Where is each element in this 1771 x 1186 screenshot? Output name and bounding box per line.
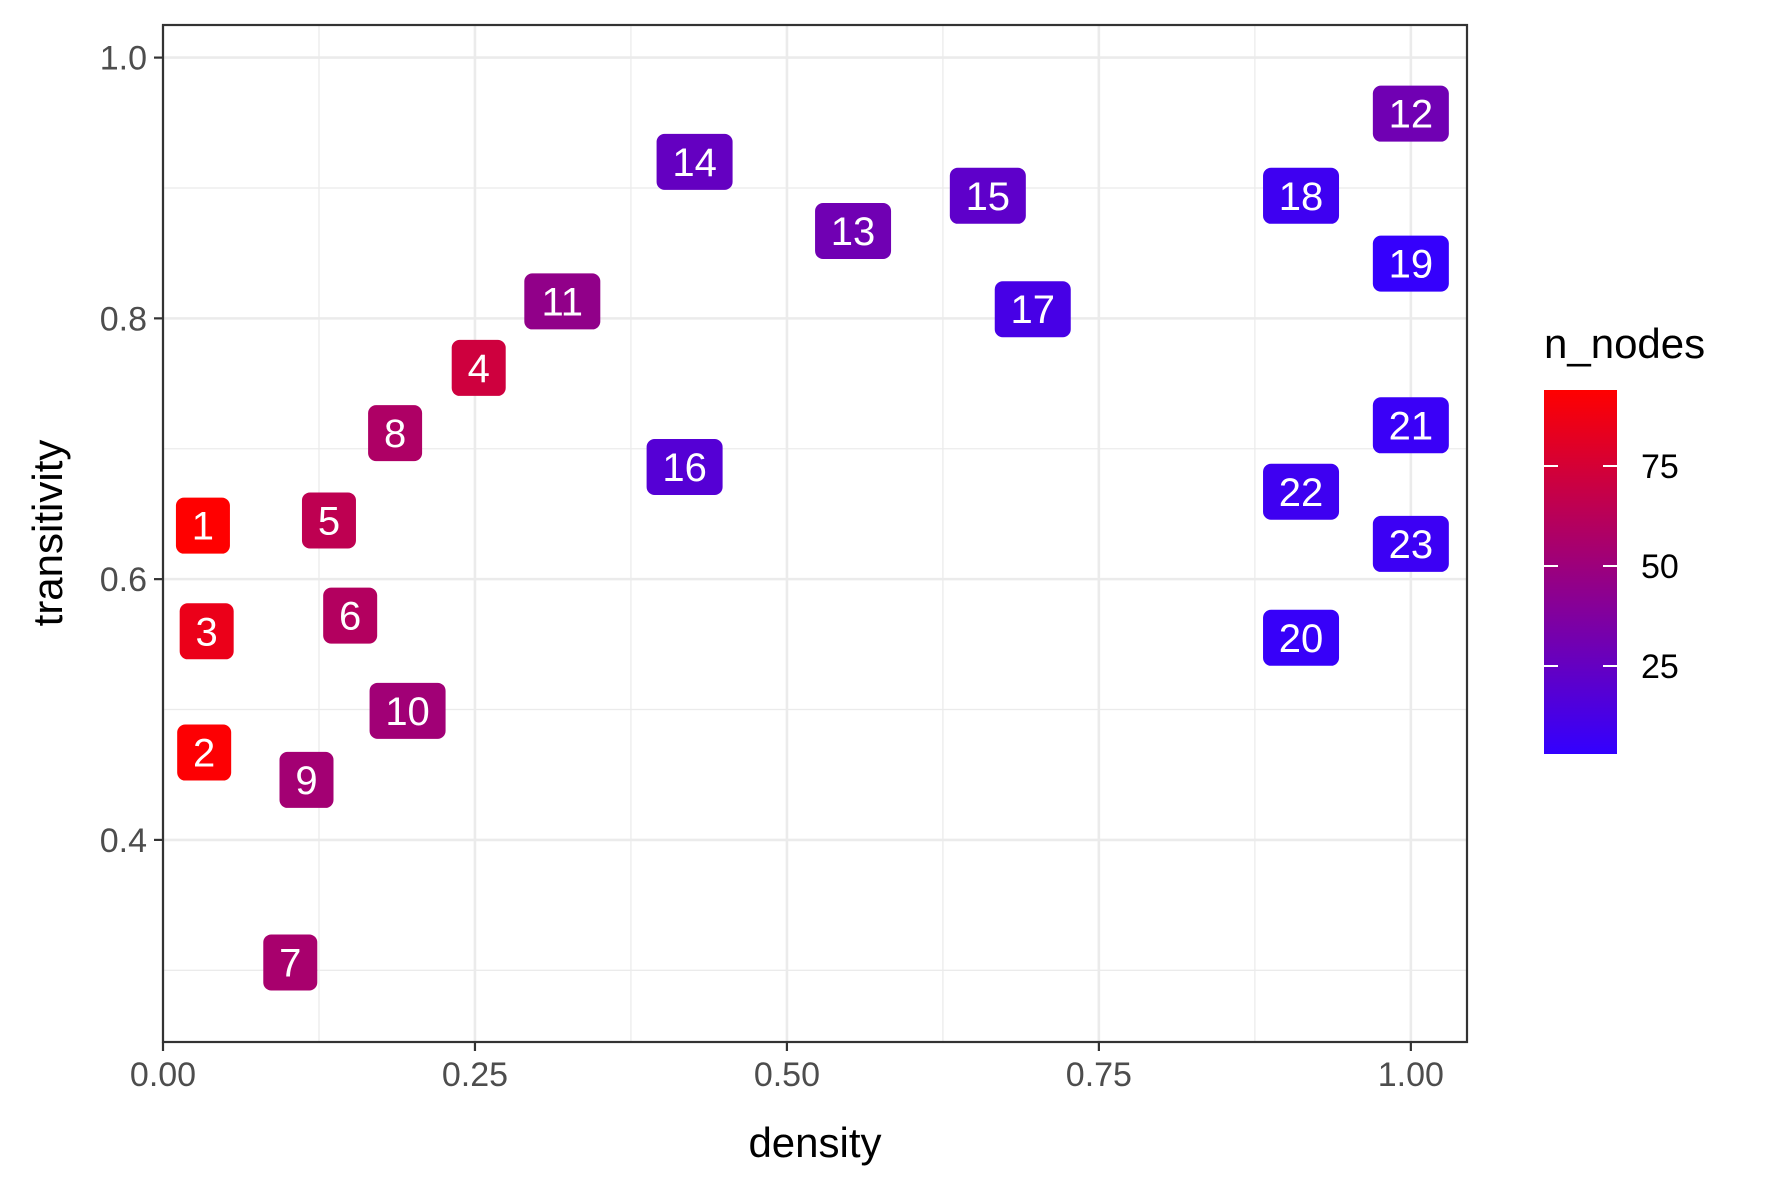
plot-panel-background — [163, 25, 1467, 1042]
data-point-box — [1263, 463, 1340, 520]
data-point: 3 — [179, 603, 234, 660]
data-point: 13 — [815, 203, 892, 260]
data-point-box — [994, 281, 1071, 338]
data-point-label: 7 — [279, 941, 301, 985]
data-point-box — [369, 682, 446, 739]
data-point-box — [1372, 397, 1449, 454]
data-point-box — [177, 724, 232, 781]
data-point-label: 9 — [295, 759, 317, 803]
data-point: 2 — [177, 724, 232, 781]
data-point: 1 — [175, 497, 230, 554]
data-point-label: 4 — [468, 347, 490, 391]
legend-colorbar — [1544, 390, 1617, 754]
x-tick-label: 0.25 — [442, 1056, 508, 1094]
data-point: 8 — [368, 405, 423, 462]
data-point-label: 1 — [192, 505, 214, 549]
plot-panel-border — [161, 23, 1469, 1044]
legend-tick-label: 50 — [1641, 548, 1679, 586]
data-point-box — [179, 603, 234, 660]
legend-tick-label: 25 — [1641, 648, 1679, 686]
data-point: 23 — [1372, 515, 1449, 572]
data-point-box — [524, 273, 601, 330]
y-tick-label: 0.4 — [100, 822, 147, 860]
data-point: 9 — [279, 751, 334, 808]
data-point-box — [1372, 85, 1449, 142]
data-point: 7 — [263, 934, 318, 991]
data-point: 15 — [949, 167, 1026, 224]
data-point: 19 — [1372, 235, 1449, 292]
data-point-box — [175, 497, 230, 554]
data-point-label: 22 — [1279, 471, 1324, 515]
data-point-label: 15 — [966, 175, 1011, 219]
data-point-box — [279, 751, 334, 808]
data-point-box — [1263, 609, 1340, 666]
data-point: 5 — [301, 492, 356, 549]
data-point-label: 21 — [1389, 404, 1434, 448]
y-tick-label: 0.8 — [100, 300, 147, 338]
data-point: 10 — [369, 682, 446, 739]
data-point-box — [1372, 235, 1449, 292]
axes: 0.00 0.25 0.50 0.75 1.00 0.4 0.6 0.8 1.0 — [100, 40, 1444, 1094]
data-point-label: 23 — [1389, 523, 1434, 567]
data-point-box — [451, 339, 506, 396]
data-point-label: 12 — [1389, 93, 1434, 137]
data-point-box — [301, 492, 356, 549]
legend-title: n_nodes — [1544, 320, 1705, 367]
data-point-label: 5 — [318, 499, 340, 543]
data-point-label: 2 — [193, 732, 215, 776]
data-point-label: 3 — [196, 610, 218, 654]
legend: n_nodes 25 50 75 — [1544, 320, 1705, 754]
legend-tick-label: 75 — [1641, 448, 1679, 486]
data-point: 6 — [323, 587, 378, 644]
data-point-box — [949, 167, 1026, 224]
data-point-box — [263, 934, 318, 991]
data-point: 12 — [1372, 85, 1449, 142]
y-tick-label: 0.6 — [100, 561, 147, 599]
data-point: 4 — [451, 339, 506, 396]
data-point-label: 10 — [385, 690, 430, 734]
data-point-box — [656, 133, 733, 190]
data-point: 18 — [1263, 167, 1340, 224]
data-point-box — [1263, 167, 1340, 224]
data-point: 14 — [656, 133, 733, 190]
data-point: 22 — [1263, 463, 1340, 520]
y-tick-label: 1.0 — [100, 40, 147, 78]
data-point-box — [323, 587, 378, 644]
data-point: 17 — [994, 281, 1071, 338]
x-tick-label: 0.50 — [754, 1056, 820, 1094]
x-tick-label: 1.00 — [1378, 1056, 1444, 1094]
x-axis-title: density — [748, 1119, 881, 1166]
data-point-box — [815, 203, 892, 260]
data-point-label: 8 — [384, 412, 406, 456]
data-point: 21 — [1372, 397, 1449, 454]
data-point-label: 16 — [662, 446, 707, 490]
data-point-label: 11 — [542, 280, 584, 324]
data-point-label: 14 — [672, 141, 717, 185]
data-point-label: 18 — [1279, 175, 1324, 219]
y-axis-title: transitivity — [24, 440, 71, 627]
data-point: 20 — [1263, 609, 1340, 666]
data-point-label: 20 — [1279, 617, 1324, 661]
x-tick-label: 0.00 — [130, 1056, 196, 1094]
data-point: 16 — [646, 439, 723, 496]
data-point-label: 17 — [1010, 288, 1055, 332]
data-point-label: 19 — [1389, 243, 1434, 287]
data-point-box — [1372, 515, 1449, 572]
data-point-label: 13 — [831, 210, 876, 254]
data-point-box — [368, 405, 423, 462]
data-point: 11 — [524, 273, 601, 330]
data-point-label: 6 — [339, 595, 361, 639]
data-point-box — [646, 439, 723, 496]
x-tick-label: 0.75 — [1066, 1056, 1132, 1094]
